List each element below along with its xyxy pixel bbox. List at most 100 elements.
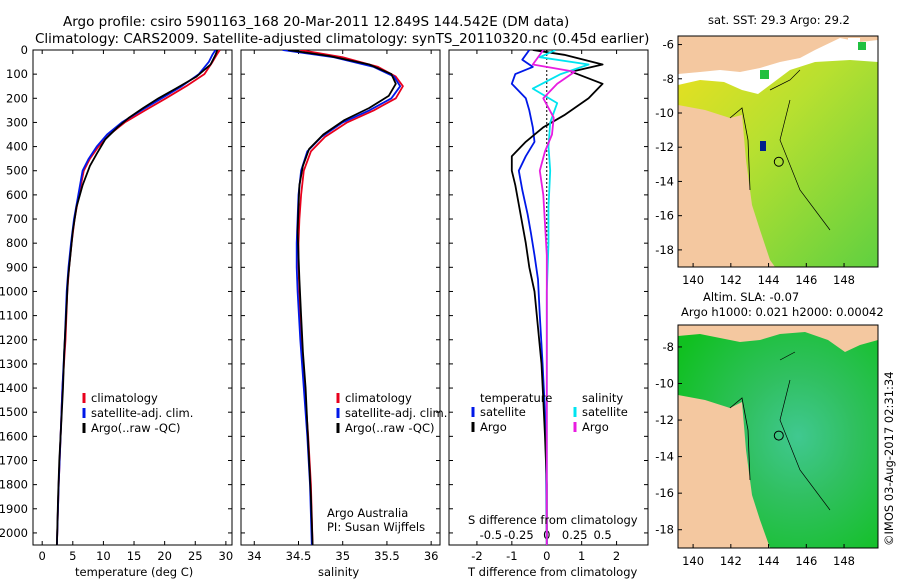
depth-axis-labels: 0 100 200 300 400 500 600 700 800 900 1000 1100 1200… [0, 43, 28, 540]
temperature-panel: 0 5 10 15 20 25 30 temperature (deg C) climato… [32, 49, 233, 579]
depth-tick-label: 1800 [0, 478, 28, 492]
x-tick-label: -1 [506, 549, 517, 563]
salinity-series [282, 50, 404, 545]
sst-cell [858, 42, 866, 50]
map-lat-label: -14 [655, 174, 674, 188]
x-tick-label: 0 [39, 549, 46, 563]
difference-depth-ticks [449, 49, 648, 534]
temperature-axes-frame [32, 49, 233, 546]
legend-label: satellite-adj. clim. [345, 406, 447, 420]
difference-axes-frame [448, 49, 649, 546]
sst-isobath [769, 69, 831, 231]
depth-tick-label: 1200 [0, 333, 28, 347]
x-tick-label: 0 [543, 549, 550, 563]
depth-tick-label: 800 [6, 236, 28, 250]
s-tick-label: 0.25 [562, 528, 588, 542]
depth-tick-label: 1300 [0, 357, 28, 371]
annotation-line1: Argo Australia [327, 506, 408, 520]
map-lon-label: 144 [758, 273, 780, 287]
map-lat-label: -8 [663, 72, 674, 86]
sla-land-north [678, 325, 878, 352]
depth-tick-label: 200 [6, 91, 28, 105]
legend-header-salinity: salinity [582, 391, 623, 405]
legend-label: Argo(..raw -QC) [345, 421, 435, 435]
temperature-depth-ticks [33, 49, 232, 534]
imos-stamp: ©IMOS 03-Aug-2017 02:31:34 [882, 371, 896, 546]
sst-map-frame [677, 35, 879, 268]
map-lat-label: -10 [655, 376, 674, 390]
series-line-satellite-adj-clim- [282, 50, 402, 545]
series-line-climatology [297, 50, 404, 545]
x-tick-label: 1 [578, 549, 585, 563]
depth-tick-label: 1000 [0, 284, 28, 298]
sla-map-ticks: 140 142 144 146 148 -8 -10 -12 -14 -16 -18 [655, 340, 855, 568]
temperature-series [56, 50, 221, 545]
map-lon-label: 146 [795, 554, 817, 568]
sla-map-title2: Argo h1000: 0.021 h2000: 0.00042 [681, 305, 884, 319]
legend-label: Argo [480, 420, 507, 434]
map-lat-label: -14 [655, 450, 674, 464]
sst-coastline [729, 107, 751, 191]
s-tick-label: -0.5 [480, 528, 502, 542]
x-tick-label: 34.5 [286, 549, 312, 563]
map-lon-label: 146 [795, 273, 817, 287]
sla-map-frame [677, 324, 879, 549]
depth-tick-label: 1100 [0, 309, 28, 323]
series-line-satellite-adj-clim- [56, 50, 217, 545]
figure-title-line1: Argo profile: csiro 5901163_168 20-Mar-2… [63, 14, 569, 30]
sst-land-north [678, 36, 878, 74]
map-lat-label: -18 [655, 243, 674, 257]
sla-map: Altim. SLA: -0.07 Argo h1000: 0.021 h200… [655, 290, 883, 568]
difference-series [510, 50, 604, 545]
map-lon-label: 142 [720, 273, 742, 287]
map-lat-label: -8 [663, 340, 674, 354]
difference-legend: temperature salinitysatelliteArgosatellit… [471, 391, 628, 434]
x-tick-label: 5 [69, 549, 76, 563]
sst-land-peninsula [678, 105, 775, 267]
depth-tick-label: 100 [6, 67, 28, 81]
depth-tick-label: 2000 [0, 526, 28, 540]
x-tick-label: 25 [188, 549, 203, 563]
series-line-argo-raw-qc- [287, 50, 397, 545]
depth-tick-label: 500 [6, 164, 28, 178]
map-lat-label: -16 [655, 209, 674, 223]
argo-location-marker [773, 430, 784, 441]
series-line-temperature-argo [510, 50, 604, 545]
salinity-xlabel: salinity [318, 565, 359, 579]
legend-label: climatology [91, 391, 158, 405]
legend-label: climatology [345, 391, 412, 405]
x-tick-label: 34 [247, 549, 262, 563]
s-tick-label: 0.5 [593, 528, 611, 542]
map-lat-label: -10 [655, 106, 674, 120]
x-tick-label: 35.5 [374, 549, 400, 563]
sla-land-peninsula [678, 395, 770, 548]
depth-tick-label: 1400 [0, 381, 28, 395]
sla-isobath [779, 351, 831, 511]
map-lon-label: 148 [833, 273, 855, 287]
salinity-panel: 34 34.5 35 35.5 36 salinity climatologysatel… [240, 49, 447, 579]
map-lon-label: 148 [833, 554, 855, 568]
series-line-salinity-satellite [531, 50, 590, 545]
map-lat-label: -12 [655, 140, 674, 154]
temperature-x-ticks: 0 5 10 15 20 25 30 [39, 50, 233, 563]
series-line-climatology [56, 50, 221, 545]
sst-map-ticks: 140 142 144 146 148 -6 -8 -10 -12 -14 -16 -18 [655, 38, 855, 287]
series-line-salinity-argo [531, 50, 576, 545]
annotation-line2: PI: Susan Wijffels [327, 520, 425, 534]
map-lon-label: 144 [758, 554, 780, 568]
depth-tick-label: 1900 [0, 502, 28, 516]
map-lon-label: 140 [682, 273, 704, 287]
s-difference-label: S difference from climatology [468, 513, 638, 527]
x-tick-label: -2 [471, 549, 482, 563]
x-tick-label: 10 [96, 549, 111, 563]
depth-tick-label: 700 [6, 212, 28, 226]
depth-tick-label: 600 [6, 188, 28, 202]
map-lat-label: -12 [655, 413, 674, 427]
depth-tick-label: 400 [6, 140, 28, 154]
salinity-x-ticks: 34 34.5 35 35.5 36 [247, 50, 438, 563]
x-tick-label: 20 [157, 549, 172, 563]
temperature-xlabel: temperature (deg C) [75, 565, 193, 579]
sst-cell-dark [760, 141, 766, 151]
